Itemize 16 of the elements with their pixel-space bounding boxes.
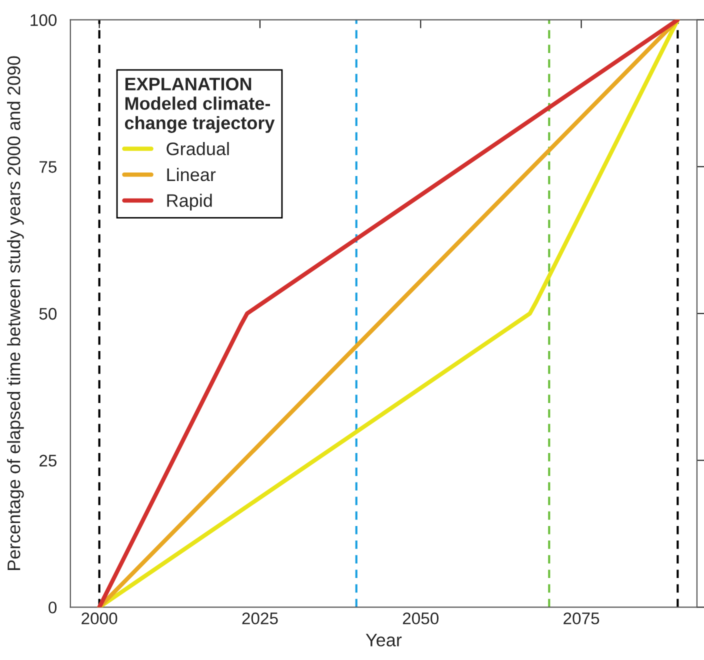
x-axis-title: Year (366, 634, 402, 646)
y-tick-label: 0 (48, 602, 57, 614)
legend-label: Linear (167, 168, 216, 182)
legend-label: Rapid (167, 194, 212, 211)
y-tick-label: 100 (30, 14, 57, 26)
x-tick-label: 2025 (242, 612, 278, 624)
y-axis-title: Percentage of elapsed time between study years 2000 and 2090 (7, 56, 24, 570)
line-series (97, 20, 680, 608)
x-tick-label: 2000 (82, 612, 118, 624)
x-tick-label: 2050 (402, 612, 439, 624)
x-tick-label: 2075 (564, 612, 600, 624)
y-tick-label: 25 (40, 454, 57, 467)
legend-title: EXPLANATION Modeled climate- change trajectory (124, 78, 275, 133)
y-tick-label: 50 (39, 308, 57, 320)
y-tick-label: 75 (40, 161, 57, 173)
legend-label: Gradual (166, 142, 229, 156)
